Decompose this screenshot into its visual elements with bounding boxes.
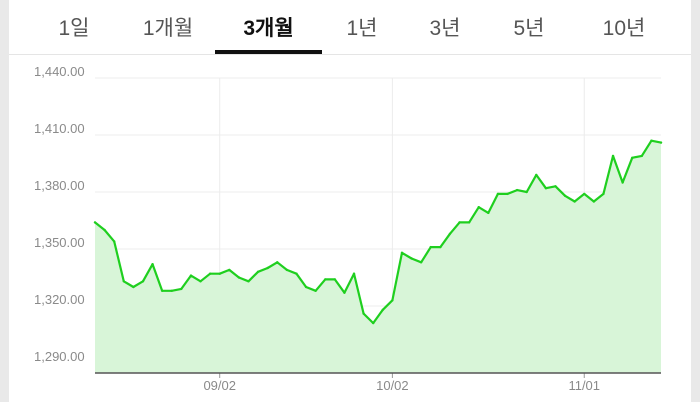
x-tick-label: 10/02 xyxy=(376,378,409,393)
data-point xyxy=(640,154,644,158)
data-point xyxy=(592,200,596,203)
data-point xyxy=(112,240,116,243)
data-point xyxy=(132,285,135,289)
data-point xyxy=(429,245,432,249)
data-point xyxy=(266,266,269,270)
data-point xyxy=(487,211,490,215)
data-point xyxy=(333,278,337,281)
data-point xyxy=(122,280,125,283)
data-point xyxy=(141,280,145,283)
area-fill xyxy=(95,140,661,373)
data-point xyxy=(295,272,298,275)
x-tick-label: 09/02 xyxy=(203,378,236,393)
tab-1-month[interactable]: 1개월 xyxy=(142,17,194,40)
tab-3-years[interactable]: 3년 xyxy=(429,17,461,40)
data-point xyxy=(247,280,250,283)
data-point xyxy=(352,272,356,275)
data-point xyxy=(324,278,327,281)
data-point xyxy=(93,221,97,224)
data-point xyxy=(506,192,509,196)
y-tick-label: 1,440.00 xyxy=(34,64,85,79)
data-point xyxy=(391,299,394,302)
data-point xyxy=(563,194,567,197)
data-point xyxy=(199,280,202,283)
data-point xyxy=(189,274,193,277)
data-point xyxy=(276,261,279,264)
data-point xyxy=(170,289,173,292)
y-tick-label: 1,410.00 xyxy=(34,121,85,136)
data-point xyxy=(343,291,346,294)
data-point xyxy=(256,270,260,273)
data-point xyxy=(448,232,452,235)
data-point xyxy=(544,187,548,190)
data-point xyxy=(304,285,308,289)
tab-10-years[interactable]: 10년 xyxy=(602,17,646,40)
data-point xyxy=(477,206,480,209)
data-point xyxy=(180,287,183,291)
tab-3-months[interactable]: 3개월 xyxy=(215,0,322,54)
y-tick-label: 1,350.00 xyxy=(34,235,85,250)
data-point xyxy=(228,268,231,272)
data-point xyxy=(400,251,404,254)
data-point xyxy=(208,272,212,275)
data-point xyxy=(237,276,241,279)
data-point xyxy=(372,321,375,325)
data-point xyxy=(458,221,461,224)
data-point xyxy=(381,308,384,311)
data-point xyxy=(573,200,576,203)
data-point xyxy=(419,261,423,264)
data-point xyxy=(602,192,605,196)
data-point xyxy=(515,188,519,192)
data-point xyxy=(103,228,106,232)
data-point xyxy=(467,221,471,224)
y-tick-label: 1,290.00 xyxy=(34,349,85,364)
price-line xyxy=(93,139,663,325)
data-point xyxy=(659,141,663,144)
data-point xyxy=(525,190,528,194)
data-point xyxy=(160,289,164,292)
data-point xyxy=(285,268,289,272)
x-tick-label: 11/01 xyxy=(568,378,600,393)
data-point xyxy=(314,289,317,292)
period-tabs: 1일 1개월 3개월 1년 3년 5년 10년 xyxy=(9,0,691,55)
data-point xyxy=(535,173,538,177)
data-point xyxy=(218,272,221,275)
data-point xyxy=(554,185,557,188)
data-point xyxy=(151,263,154,266)
y-tick-label: 1,380.00 xyxy=(34,178,85,193)
data-point xyxy=(621,181,624,184)
data-point xyxy=(631,156,634,159)
data-point xyxy=(496,192,500,196)
data-point xyxy=(410,257,413,260)
data-point xyxy=(439,245,442,249)
tab-1-day[interactable]: 1일 xyxy=(58,17,90,40)
data-point xyxy=(583,192,586,196)
y-tick-label: 1,320.00 xyxy=(34,292,85,307)
tab-1-year[interactable]: 1년 xyxy=(346,17,378,40)
tab-5-years[interactable]: 5년 xyxy=(513,17,545,40)
data-point xyxy=(611,154,615,158)
data-point xyxy=(362,312,365,315)
data-point xyxy=(650,139,653,142)
